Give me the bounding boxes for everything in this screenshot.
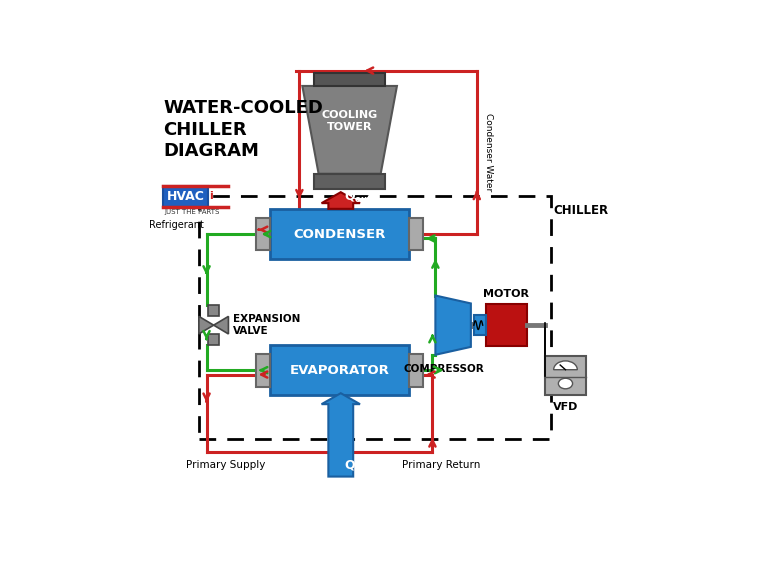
FancyBboxPatch shape — [409, 354, 423, 386]
Polygon shape — [436, 295, 471, 355]
Polygon shape — [214, 316, 228, 334]
Text: Q$_\mathregular{out}$: Q$_\mathregular{out}$ — [343, 190, 372, 205]
Text: Primary Supply: Primary Supply — [185, 461, 266, 470]
Text: i: i — [209, 191, 213, 201]
Text: EXPANSION
VALVE: EXPANSION VALVE — [233, 315, 300, 336]
Text: Refrigerant: Refrigerant — [149, 219, 204, 230]
FancyBboxPatch shape — [208, 306, 219, 316]
Text: JUST THE PARTS: JUST THE PARTS — [165, 209, 220, 215]
Circle shape — [559, 378, 572, 389]
Text: CONDENSER: CONDENSER — [293, 227, 385, 241]
FancyBboxPatch shape — [314, 73, 385, 86]
Text: Primary Return: Primary Return — [402, 461, 481, 470]
FancyBboxPatch shape — [545, 356, 586, 396]
Text: Condenser Water: Condenser Water — [484, 113, 493, 192]
Text: EVAPORATOR: EVAPORATOR — [289, 364, 389, 377]
FancyBboxPatch shape — [474, 315, 485, 335]
Text: MOTOR: MOTOR — [483, 288, 530, 299]
Text: CHILLER: CHILLER — [554, 205, 609, 218]
FancyBboxPatch shape — [485, 304, 527, 346]
FancyBboxPatch shape — [314, 174, 385, 189]
FancyBboxPatch shape — [208, 334, 219, 345]
FancyArrow shape — [321, 393, 360, 477]
Polygon shape — [199, 316, 214, 334]
FancyBboxPatch shape — [270, 345, 409, 396]
FancyBboxPatch shape — [163, 186, 208, 207]
Wedge shape — [554, 361, 578, 370]
FancyArrow shape — [321, 192, 360, 209]
FancyBboxPatch shape — [409, 218, 423, 250]
Text: COMPRESSOR: COMPRESSOR — [404, 364, 485, 374]
Polygon shape — [302, 86, 397, 174]
Text: Q$_\mathregular{in}$: Q$_\mathregular{in}$ — [343, 459, 365, 474]
Text: COOLING
TOWER: COOLING TOWER — [321, 110, 378, 132]
Text: WATER-COOLED
CHILLER
DIAGRAM: WATER-COOLED CHILLER DIAGRAM — [163, 99, 324, 160]
Text: HVAC: HVAC — [166, 190, 204, 202]
FancyBboxPatch shape — [256, 354, 270, 386]
FancyBboxPatch shape — [256, 218, 270, 250]
FancyBboxPatch shape — [270, 209, 409, 259]
Text: VFD: VFD — [552, 402, 578, 412]
